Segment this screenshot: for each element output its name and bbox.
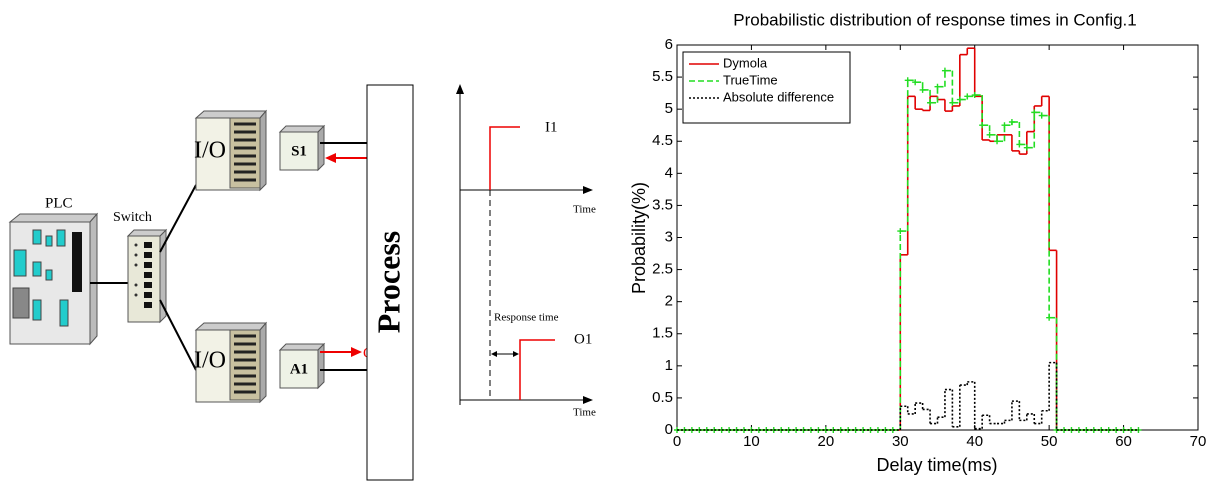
- y-tick-label: 5.5: [652, 68, 673, 85]
- y-tick-label: 6: [665, 36, 673, 53]
- process-label: Process: [370, 231, 406, 333]
- time-label: Time: [573, 407, 596, 419]
- x-tick-label: 20: [818, 433, 835, 450]
- x-tick-label: 30: [892, 433, 909, 450]
- point-marker: [979, 122, 986, 129]
- x-tick-label: 50: [1041, 433, 1058, 450]
- point-marker: [1031, 109, 1038, 116]
- x-tick-label: 10: [743, 433, 760, 450]
- chart: Probabilistic distribution of response t…: [629, 10, 1207, 474]
- y-tick-label: 4.5: [652, 132, 673, 149]
- x-tick-label: 70: [1190, 433, 1207, 450]
- actuator-label: A1: [290, 361, 308, 377]
- point-marker: [1001, 122, 1008, 129]
- plc: [8, 212, 99, 346]
- legend-label: Dymola: [723, 55, 768, 70]
- y-tick-label: 3.5: [652, 196, 673, 213]
- y-tick-label: 2.5: [652, 261, 673, 278]
- io-label: I/O: [194, 348, 226, 374]
- actuator-box: [278, 342, 326, 390]
- x-axis-label: Delay time(ms): [876, 455, 997, 475]
- legend-label: TrueTime: [723, 72, 778, 87]
- point-marker: [1016, 141, 1023, 148]
- timing-output-label: O1: [574, 331, 592, 347]
- chart-title: Probabilistic distribution of response t…: [733, 10, 1136, 29]
- point-marker: [956, 96, 963, 103]
- sensor-label: S1: [291, 143, 307, 159]
- y-tick-label: 2: [665, 293, 673, 310]
- y-tick-label: 1.5: [652, 325, 673, 342]
- time-label: Time: [573, 204, 596, 216]
- x-tick-label: 40: [966, 433, 983, 450]
- point-marker: [934, 83, 941, 90]
- point-marker: [949, 99, 956, 106]
- switch: [126, 228, 168, 324]
- y-axis-label: Probability(%): [629, 182, 649, 294]
- io-label: I/O: [194, 138, 226, 164]
- point-marker: [941, 67, 948, 74]
- point-marker: [986, 131, 993, 138]
- x-tick-label: 60: [1115, 433, 1132, 450]
- y-tick-label: 0: [665, 421, 673, 438]
- response-time-label: Response time: [494, 312, 559, 324]
- point-marker: [919, 86, 926, 93]
- point-marker: [912, 79, 919, 86]
- point-marker: [1023, 144, 1030, 151]
- point-marker: [971, 92, 978, 99]
- io-module-bottom: [194, 321, 268, 404]
- y-tick-label: 4: [665, 164, 673, 181]
- point-marker: [994, 138, 1001, 145]
- point-marker: [1046, 314, 1053, 321]
- point-marker: [964, 93, 971, 100]
- network-diagram: PLC Switch: [8, 84, 414, 481]
- plc-label: PLC: [45, 195, 73, 211]
- sensor-box: [278, 124, 326, 172]
- y-tick-label: 0.5: [652, 389, 673, 406]
- point-marker: [904, 77, 911, 84]
- y-tick-label: 3: [665, 228, 673, 245]
- io-module-top: [194, 109, 268, 192]
- switch-label: Switch: [113, 210, 152, 225]
- point-marker: [897, 228, 904, 235]
- point-marker: [1038, 112, 1045, 119]
- process-box: [366, 84, 414, 481]
- x-tick-label: 0: [673, 433, 681, 450]
- timing-input-label: I1: [545, 119, 558, 135]
- point-marker: [1008, 119, 1015, 125]
- y-tick-label: 1: [665, 357, 673, 374]
- legend-label: Absolute difference: [723, 89, 834, 104]
- point-marker: [927, 99, 934, 106]
- timing-diagram: I1 O1 Time Time Response time: [456, 84, 596, 419]
- y-tick-label: 5: [665, 100, 673, 117]
